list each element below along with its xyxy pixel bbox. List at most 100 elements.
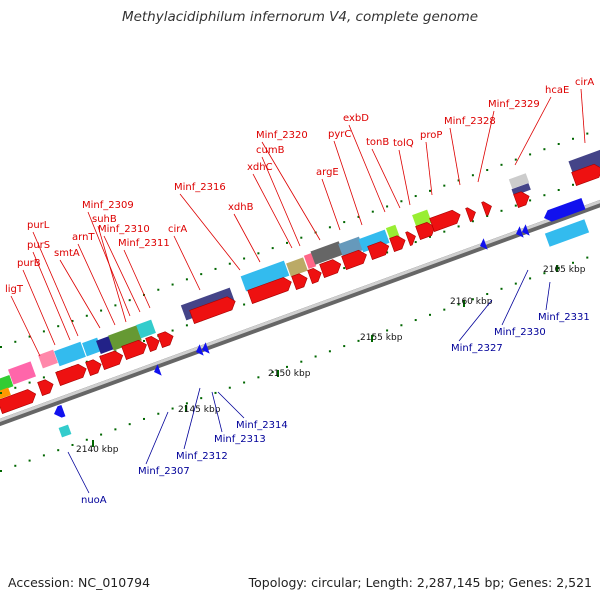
tick-dot: [71, 443, 74, 446]
tick-dot: [500, 209, 503, 212]
label-leader-line: [580, 88, 586, 144]
tick-dot: [572, 137, 574, 140]
forward-gene-arrow: [481, 201, 492, 216]
reverse-gene-arrow: [154, 364, 162, 376]
forward-gene-label: xdhC: [247, 162, 273, 173]
tick-dot: [514, 158, 517, 161]
forward-gene-label: hcaE: [545, 85, 569, 96]
forward-gene-arrow: [367, 241, 390, 260]
forward-gene-label: proP: [420, 130, 442, 141]
tick-dot: [486, 169, 489, 172]
scale-tick: [463, 300, 465, 307]
tick-dot: [100, 433, 103, 436]
cog-block: [568, 147, 600, 177]
label-leader-line: [321, 178, 341, 231]
tick-dot: [557, 142, 560, 145]
tick-dot: [514, 282, 517, 285]
forward-gene-arrow: [145, 336, 160, 352]
tick-dot: [0, 392, 2, 394]
forward-gene-label: Minf_2311: [118, 238, 170, 249]
label-leader-line: [77, 243, 116, 326]
label-leader-line: [545, 281, 551, 311]
forward-gene-label: Minf_2309: [82, 200, 134, 211]
forward-gene-arrow: [429, 209, 461, 232]
map-title: Methylacidiphilum infernorum V4, complet…: [121, 9, 479, 25]
forward-gene-arrow: [85, 359, 102, 376]
tick-dot: [300, 236, 303, 239]
cog-block: [310, 241, 344, 265]
reverse-gene-arrow: [522, 224, 530, 236]
tick-dot: [42, 454, 45, 457]
forward-gene-arrow: [189, 296, 236, 324]
forward-gene-arrow: [307, 268, 322, 284]
cog-block: [136, 319, 156, 339]
label-leader-line: [32, 251, 71, 341]
label-leader-line: [398, 149, 411, 206]
tick-dot: [371, 210, 374, 213]
tick-dot: [114, 304, 117, 307]
tick-dot: [543, 272, 546, 275]
reverse-gene-arrow: [516, 226, 524, 238]
tick-dot: [171, 283, 174, 286]
tick-dot: [128, 423, 131, 426]
reverse-gene-arrow: [196, 344, 204, 356]
tick-dot: [486, 293, 489, 296]
forward-gene-label: purL: [27, 220, 50, 231]
forward-gene-arrow: [415, 221, 436, 240]
cog-block: [286, 257, 308, 277]
label-leader-line: [145, 411, 169, 465]
tick-dot: [586, 256, 589, 259]
label-leader-line: [103, 235, 141, 313]
tick-dot: [257, 376, 260, 379]
tick-dot: [57, 325, 60, 328]
tick-dot: [343, 221, 346, 224]
cog-block: [240, 260, 290, 292]
tick-dot: [243, 303, 246, 306]
forward-gene-label: pyrC: [328, 129, 351, 140]
tick-dot: [185, 278, 188, 281]
tick-dot: [443, 230, 446, 233]
label-leader-line: [333, 140, 363, 226]
cog-block: [96, 336, 114, 354]
reverse-gene-label: Minf_2313: [214, 434, 266, 445]
tick-dot: [28, 459, 31, 462]
label-leader-line: [425, 141, 433, 196]
tick-dot: [386, 329, 389, 332]
label-leader-line: [87, 211, 131, 317]
tick-dot: [328, 350, 331, 353]
tick-dot: [543, 194, 546, 197]
tick-dot: [314, 355, 317, 358]
tick-dot: [128, 299, 131, 302]
label-leader-line: [32, 231, 79, 337]
tick-dot: [228, 262, 231, 265]
tick-dot: [457, 179, 460, 182]
tick-dot: [557, 266, 560, 269]
label-leader-line: [252, 173, 293, 249]
scale-tick: [556, 265, 558, 272]
tick-dot: [400, 200, 403, 203]
tick-dot: [14, 340, 17, 343]
scale-ticks: 2140 kbp 2145 kbp 2150 kbp 2155 kbp 2160 kbp…: [76, 265, 586, 455]
tick-dot: [429, 313, 431, 316]
tick-dot: [28, 335, 31, 338]
label-leader-line: [179, 193, 241, 271]
tick-dot: [471, 220, 474, 223]
cog-block: [358, 229, 390, 253]
label-leader-line: [348, 124, 386, 213]
forward-gene-label: arnT: [72, 232, 95, 243]
tick-dot: [471, 174, 474, 177]
tick-dot: [443, 184, 446, 187]
label-leader-line: [261, 141, 321, 241]
tick-dot: [171, 329, 174, 332]
forward-gene-arrow: [465, 207, 476, 222]
tick-dot: [200, 273, 203, 276]
forward-gene-label: Minf_2316: [174, 182, 226, 193]
tick-dot: [429, 235, 431, 238]
forward-gene-label: Minf_2320: [256, 130, 308, 141]
label-leader-line: [59, 259, 101, 329]
tick-dot: [214, 391, 217, 394]
forward-gene-arrow: [37, 379, 54, 396]
tick-dot: [286, 241, 288, 244]
label-leader-line: [183, 387, 201, 450]
reverse-gene-label: Minf_2327: [451, 343, 503, 354]
